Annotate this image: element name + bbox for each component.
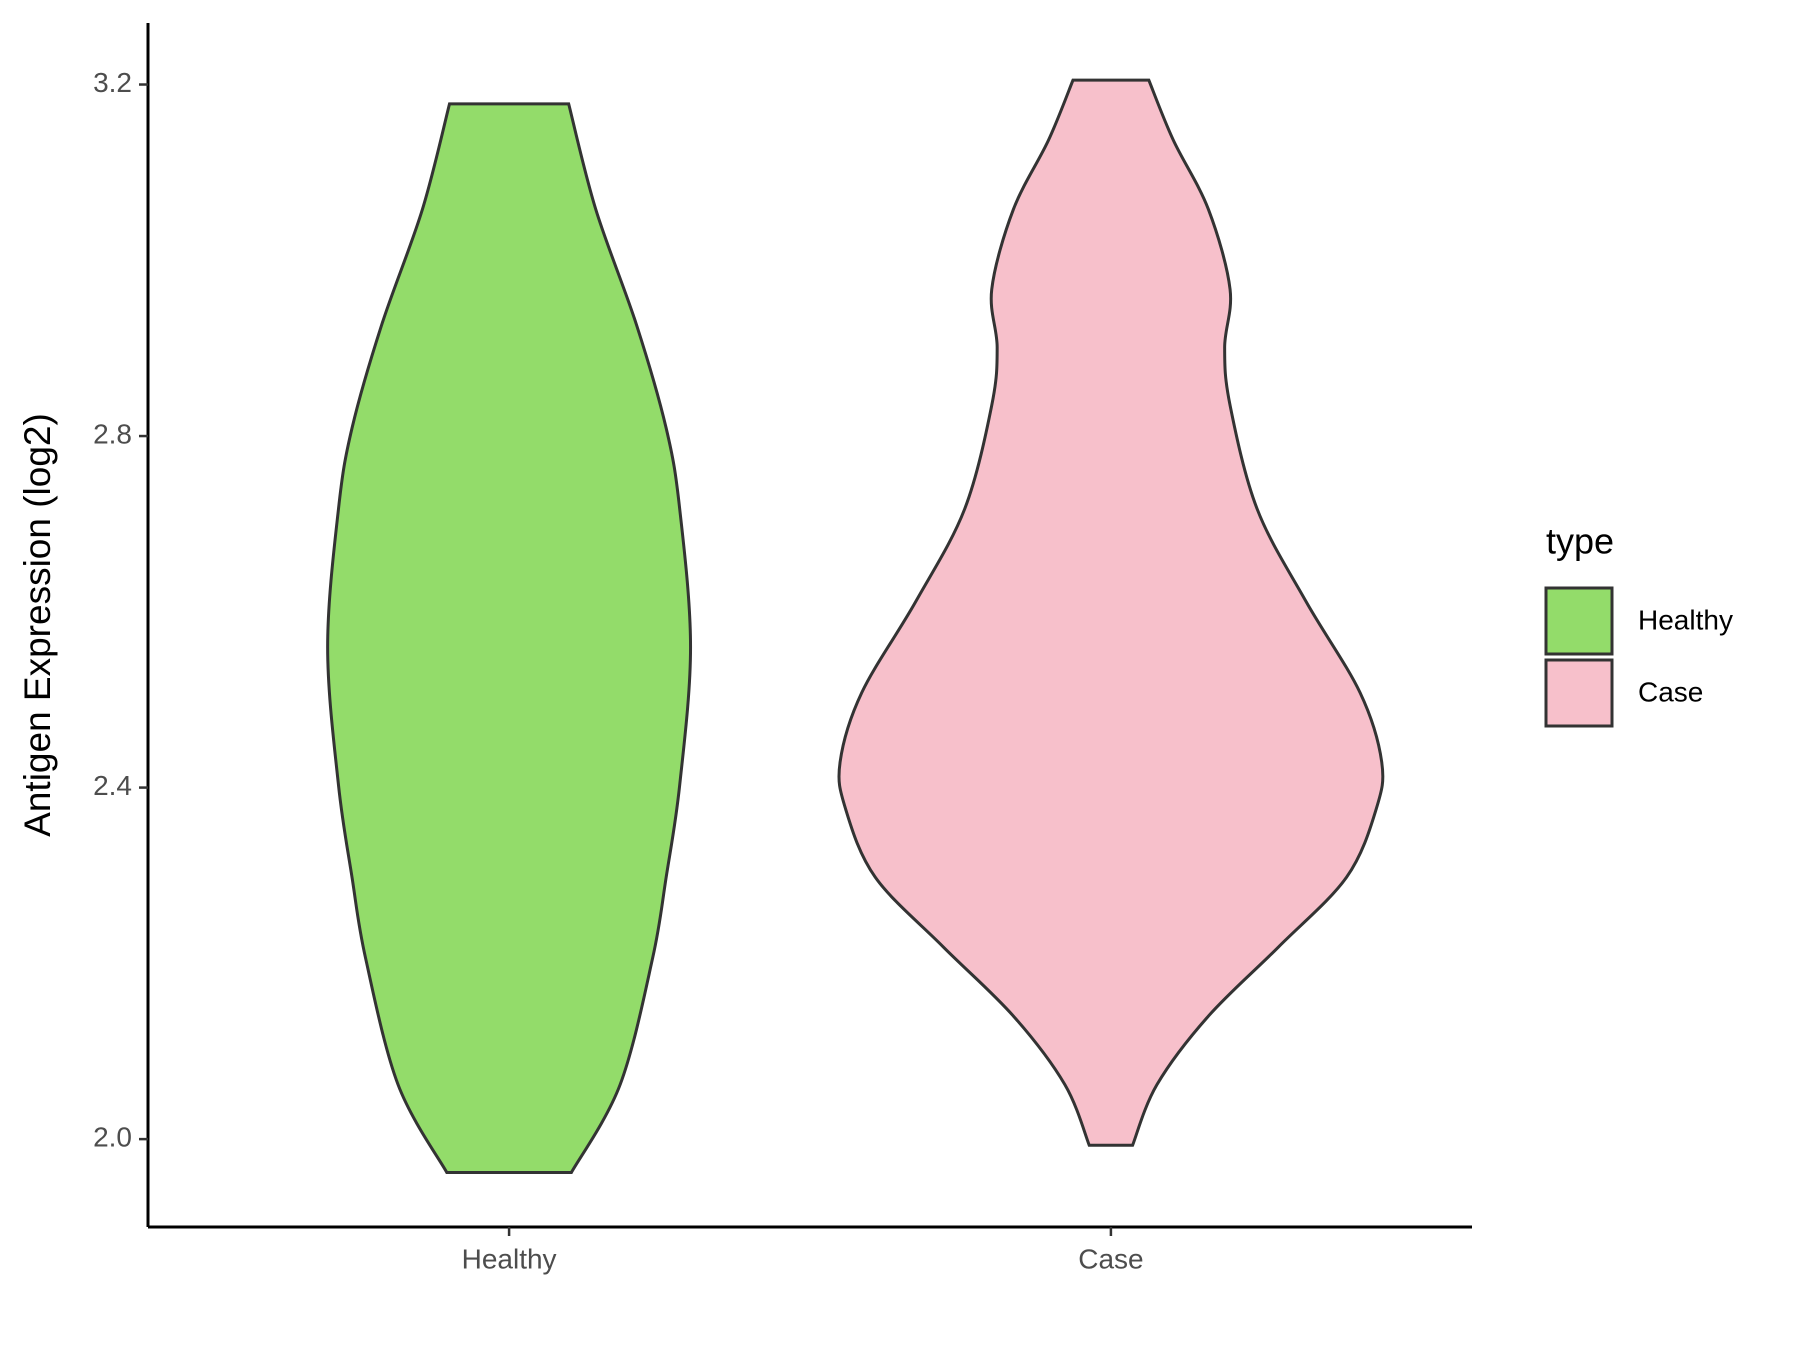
violin	[326, 102, 693, 1175]
y-tick-label: 2.4	[93, 770, 132, 801]
legend-label: Case	[1638, 676, 1703, 707]
legend-key	[1544, 586, 1614, 656]
legend-title: type	[1546, 521, 1614, 562]
x-tick-label: Healthy	[462, 1243, 557, 1274]
violin	[837, 78, 1385, 1147]
y-tick-label: 3.2	[93, 67, 132, 98]
y-tick-label: 2.8	[93, 418, 132, 449]
x-tick-label: Case	[1078, 1243, 1143, 1274]
y-tick-label: 2.0	[93, 1122, 132, 1153]
legend-label: Healthy	[1638, 604, 1733, 635]
legend-key	[1544, 658, 1614, 728]
y-axis-title: Antigen Expression (log2)	[17, 413, 58, 837]
